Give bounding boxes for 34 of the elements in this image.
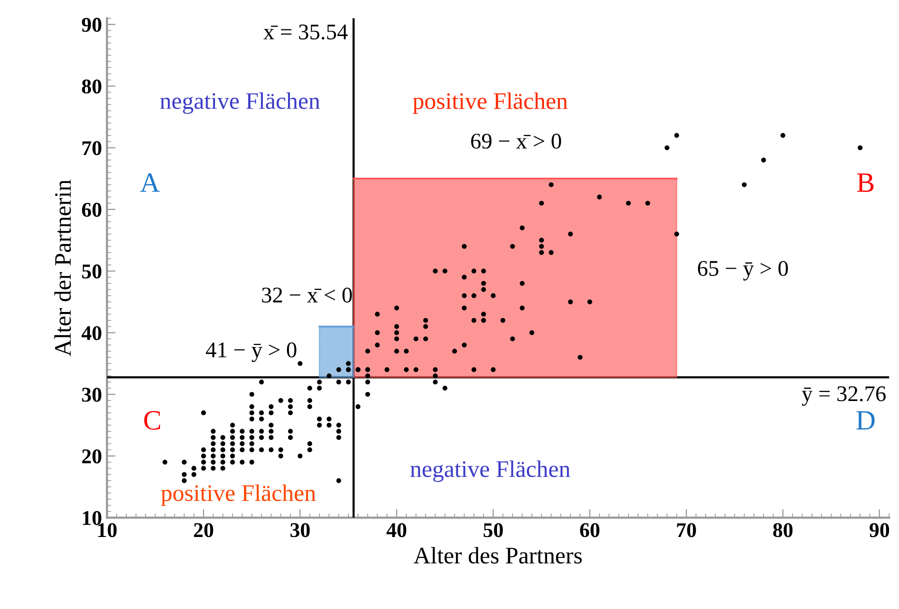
annotation: D (856, 411, 875, 430)
y-tick-label: 20 (82, 449, 102, 464)
x-tick-label: 90 (870, 523, 890, 538)
y-tick-label: 80 (82, 79, 102, 94)
annotation: 65 − ȳ > 0 (698, 260, 788, 281)
y-tick-label: 40 (82, 326, 102, 340)
ref-line-label: ȳ = 32.76 (802, 386, 886, 406)
annotation: 32 − x̄ < 0 (262, 288, 352, 303)
annotation: negative Flächen (410, 460, 570, 482)
x-tick-label: 40 (386, 523, 406, 538)
x-axis-title: Alter des Partners (414, 546, 582, 564)
annotation: positive Flächen (161, 484, 316, 506)
annotation: C (144, 411, 160, 430)
y-tick-label: 90 (82, 18, 102, 32)
y-tick-label: 30 (82, 388, 102, 402)
ref-line-label: x̄ = 35.54 (263, 24, 348, 40)
annotation: A (140, 173, 160, 192)
x-tick-label: 20 (194, 523, 214, 538)
annotation: B (857, 174, 874, 192)
y-tick-label: 10 (82, 511, 102, 526)
y-tick-label: 50 (82, 264, 102, 278)
y-axis-title: Alter der Partnerin (54, 180, 71, 356)
x-tick-label: 30 (290, 523, 310, 538)
annotation: negative Flächen (160, 92, 320, 114)
annotation: positive Flächen (412, 92, 568, 114)
x-tick-label: 60 (580, 523, 600, 538)
x-tick-label: 50 (484, 523, 503, 538)
annotation: 69 − x̄ > 0 (471, 134, 562, 149)
x-tick-label: 80 (773, 523, 793, 538)
y-tick-label: 70 (82, 141, 102, 156)
annotation: 41 − ȳ > 0 (206, 342, 296, 362)
x-tick-label: 10 (98, 523, 117, 538)
y-tick-label: 60 (82, 202, 102, 217)
x-tick-label: 70 (677, 523, 696, 538)
